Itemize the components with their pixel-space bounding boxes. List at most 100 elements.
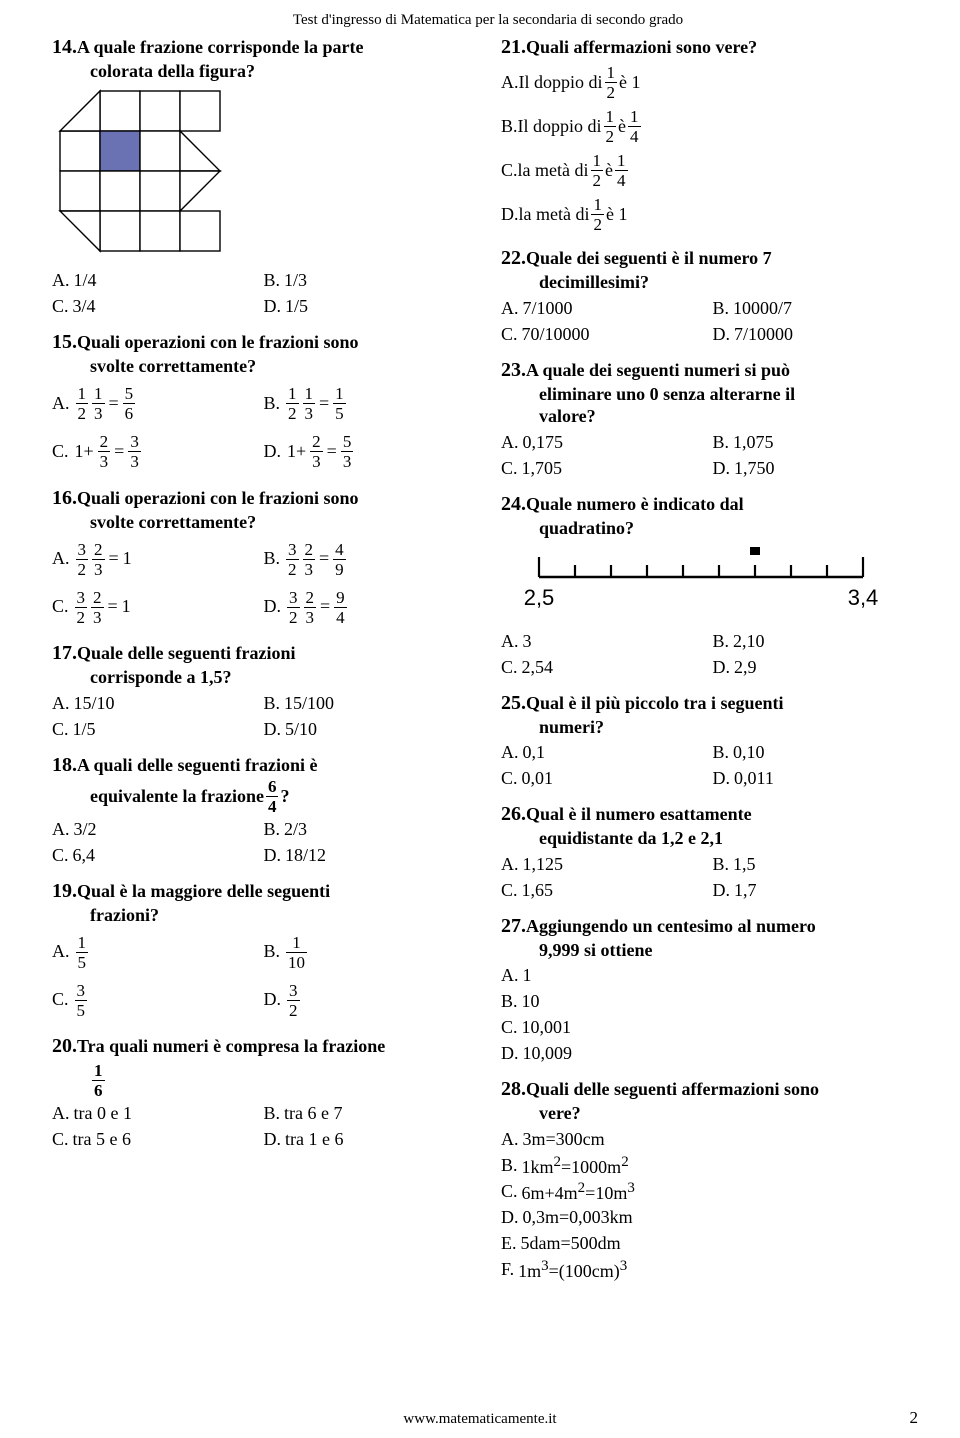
- q20-options: A.tra 0 e 1 B.tra 6 e 7 C.tra 5 e 6 D.tr…: [52, 1101, 475, 1153]
- q18-options: A.3/2 B.2/3 C.6,4 D.18/12: [52, 817, 475, 869]
- q20-opt-b: B.tra 6 e 7: [264, 1101, 476, 1127]
- q25-num: 25.: [501, 692, 526, 714]
- q14-opt-c: C. 3/4: [52, 294, 264, 320]
- q27: 27.Aggiungendo un centesimo al numero 9,…: [501, 914, 924, 1068]
- q22-text2: decimillesimi?: [501, 271, 924, 294]
- q26-text2: equidistante da 1,2 e 2,1: [501, 827, 924, 850]
- q26-opt-d: D.1,7: [713, 878, 925, 904]
- q17-options: A.15/10 B.15/100 C.1/5 D.5/10: [52, 691, 475, 743]
- q14-opt-d: D.1/5: [264, 294, 476, 320]
- q21-num: 21.: [501, 36, 526, 58]
- q24: 24.Quale numero è indicato dal quadratin…: [501, 492, 924, 681]
- q17-opt-c: C.1/5: [52, 717, 264, 743]
- q28-text2: vere?: [501, 1102, 924, 1125]
- q25-opt-d: D.0,011: [713, 766, 925, 792]
- q15-options: A.1213=56B.1213=15C.1+23=33D.1+23=53: [52, 380, 475, 476]
- q25-options: A.0,1 B.0,10 C.0,01 D.0,011: [501, 740, 924, 792]
- q25-opt-c: C.0,01: [501, 766, 713, 792]
- q17-num: 17.: [52, 642, 77, 664]
- q24-opt-a: A.3: [501, 629, 713, 655]
- columns: 14.A quale frazione corrisponde la parte…: [52, 35, 924, 1293]
- q21-row-0: A. Il doppio di 12 è 1: [501, 60, 924, 104]
- left-column: 14.A quale frazione corrisponde la parte…: [52, 35, 475, 1293]
- q14-text2: colorata della figura?: [52, 60, 475, 83]
- q28-row-1: B.1km2=1000m2: [501, 1153, 924, 1179]
- q22-num: 22.: [501, 247, 526, 269]
- q17-opt-a: A.15/10: [52, 691, 264, 717]
- q25-text1: Qual è il più piccolo tra i seguenti: [526, 693, 784, 713]
- q14-opt-a: A. 1/4: [52, 268, 264, 294]
- q25-opt-b: B.0,10: [713, 740, 925, 766]
- q20: 20.Tra quali numeri è compresa la frazio…: [52, 1034, 475, 1153]
- q20-num: 20.: [52, 1035, 77, 1057]
- q19-opt-b: B.110: [264, 928, 476, 976]
- q28-row-0: A.3m=300cm: [501, 1127, 924, 1153]
- q22-options: A.7/1000 B.10000/7 C.70/10000 D.7/10000: [501, 296, 924, 348]
- q14-figure: [58, 89, 475, 259]
- q25: 25.Qual è il più piccolo tra i seguenti …: [501, 691, 924, 793]
- footer-url: www.matematicamente.it: [0, 1411, 960, 1428]
- opt-d: D.1+23=53: [264, 428, 476, 476]
- q20-frac: 16: [92, 1062, 105, 1099]
- page-number: 2: [910, 1408, 919, 1428]
- opt-d: D.3223=94: [264, 583, 476, 631]
- q17-text2: corrisponde a 1,5?: [52, 666, 475, 689]
- q15-text2: svolte correttamente?: [52, 355, 475, 378]
- q26-num: 26.: [501, 803, 526, 825]
- q24-num: 24.: [501, 493, 526, 515]
- q24-opt-b: B.2,10: [713, 629, 925, 655]
- q23-text3: valore?: [501, 405, 924, 428]
- q14-options: A. 1/4 B.1/3 C. 3/4 D.1/5: [52, 268, 475, 320]
- q27-opt-b: B.10: [501, 989, 924, 1015]
- svg-text:2,5: 2,5: [524, 585, 555, 610]
- opt-c: C.1+23=33: [52, 428, 264, 476]
- q19-text2: frazioni?: [52, 904, 475, 927]
- q18: 18.A quali delle seguenti frazioni è equ…: [52, 753, 475, 869]
- q21: 21.Quali affermazioni sono vere? A. Il d…: [501, 35, 924, 236]
- q28-text1: Quali delle seguenti affermazioni sono: [526, 1079, 819, 1099]
- q22-opt-a: A.7/1000: [501, 296, 713, 322]
- q22-text1: Quale dei seguenti è il numero 7: [526, 248, 772, 268]
- q27-options: A.1 B.10 C.10,001 D.10,009: [501, 963, 924, 1067]
- q26: 26.Qual è il numero esattamente equidist…: [501, 802, 924, 904]
- opt-b: B.1213=15: [264, 380, 476, 428]
- q16-num: 16.: [52, 487, 77, 509]
- q16-text1: Quali operazioni con le frazioni sono: [77, 488, 359, 508]
- q17-opt-b: B.15/100: [264, 691, 476, 717]
- q23-num: 23.: [501, 359, 526, 381]
- q26-options: A.1,125 B.1,5 C.1,65 D.1,7: [501, 852, 924, 904]
- q24-options: A.3 B.2,10 C.2,54 D.2,9: [501, 629, 924, 681]
- q17-opt-d: D.5/10: [264, 717, 476, 743]
- q16-options: A.3223=1B.3223=49C.3223=1D.3223=94: [52, 535, 475, 631]
- q19-num: 19.: [52, 880, 77, 902]
- q19-opt-d: D.32: [264, 976, 476, 1024]
- q15-num: 15.: [52, 331, 77, 353]
- q27-opt-c: C.10,001: [501, 1015, 924, 1041]
- q15: 15.Quali operazioni con le frazioni sono…: [52, 330, 475, 476]
- q14: 14.A quale frazione corrisponde la parte…: [52, 35, 475, 320]
- q21-text1: Quali affermazioni sono vere?: [526, 37, 757, 57]
- q24-numberline: 2,5 3,4: [501, 547, 924, 623]
- q17-text1: Quale delle seguenti frazioni: [77, 643, 295, 663]
- q26-opt-a: A.1,125: [501, 852, 713, 878]
- q16-text2: svolte correttamente?: [52, 511, 475, 534]
- q23-opt-a: A.0,175: [501, 430, 713, 456]
- q28-options: A.3m=300cmB.1km2=1000m2C. 6m+4m2=10m3D.0…: [501, 1127, 924, 1283]
- q28-num: 28.: [501, 1078, 526, 1100]
- q19-options: A.15B.110C.35D.32: [52, 928, 475, 1024]
- opt-b: B.3223=49: [264, 535, 476, 583]
- page-header: Test d'ingresso di Matematica per la sec…: [52, 12, 924, 29]
- q25-opt-a: A.0,1: [501, 740, 713, 766]
- q19: 19.Qual è la maggiore delle seguenti fra…: [52, 879, 475, 1025]
- q20-text1: Tra quali numeri è compresa la frazione: [77, 1036, 385, 1056]
- q23-text2: eliminare uno 0 senza alterarne il: [501, 383, 924, 406]
- q28-row-2: C. 6m+4m2=10m3: [501, 1179, 924, 1205]
- q26-opt-c: C.1,65: [501, 878, 713, 904]
- q19-opt-a: A.15: [52, 928, 264, 976]
- q27-text1: Aggiungendo un centesimo al numero: [526, 916, 816, 936]
- q23-opt-c: C.1,705: [501, 456, 713, 482]
- q16: 16.Quali operazioni con le frazioni sono…: [52, 486, 475, 632]
- q23: 23.A quale dei seguenti numeri si può el…: [501, 358, 924, 482]
- q22-opt-b: B.10000/7: [713, 296, 925, 322]
- svg-text:3,4: 3,4: [848, 585, 879, 610]
